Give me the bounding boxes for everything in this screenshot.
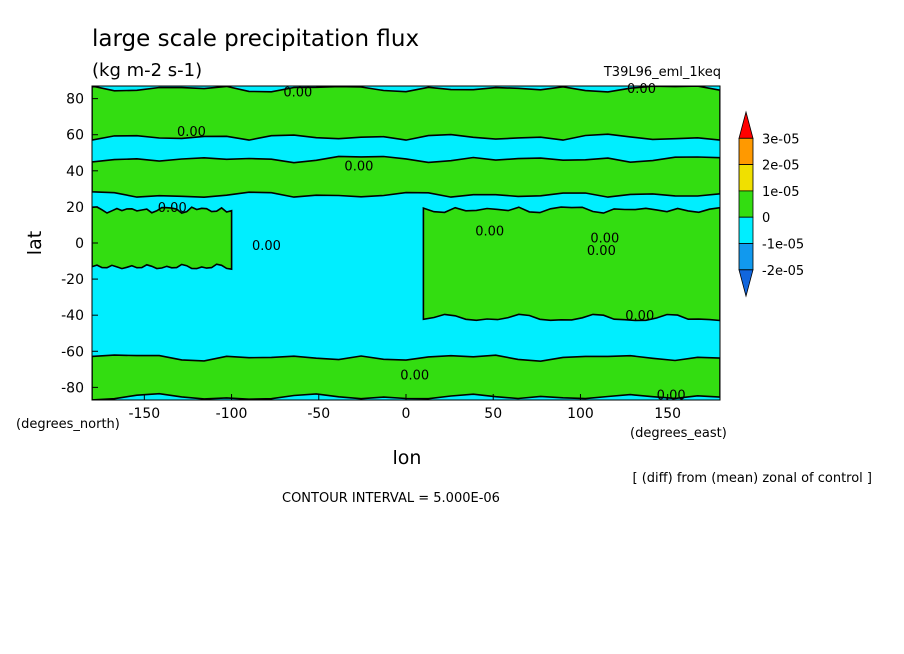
y-tick-label: -80 — [61, 380, 84, 396]
y-axis-ticks: 80 60 40 20 0 -20 -40 -60 -80 — [61, 92, 98, 396]
colorbar-swatch — [738, 164, 754, 192]
contour-label: 0.00 — [252, 239, 281, 254]
x-tick-label: 100 — [567, 406, 594, 422]
x-tick-label: 150 — [654, 406, 681, 422]
y-tick-label: 80 — [66, 92, 84, 108]
x-tick-label: 0 — [402, 406, 411, 422]
contour-label: 0.00 — [627, 82, 656, 97]
y-tick-label: -60 — [61, 344, 84, 360]
contour-interval: CONTOUR INTERVAL = 5.000E-06 — [282, 491, 500, 506]
y-axis-label: lat — [24, 231, 46, 255]
contour-label: 0.00 — [475, 224, 504, 239]
positive-region — [92, 354, 720, 400]
x-axis-label: lon — [393, 447, 422, 469]
colorbar-label: 1e-05 — [762, 185, 800, 200]
diff-note: [ (diff) from (mean) zonal of control ] — [633, 471, 872, 486]
positive-regions — [92, 86, 720, 400]
x-axis-ticks: -150 -100 -50 0 50 100 150 — [128, 394, 681, 422]
contour-label: 0.00 — [587, 244, 616, 259]
colorbar-label: 2e-05 — [762, 159, 800, 174]
y-tick-label: -20 — [61, 272, 84, 288]
colorbar-label: 0 — [762, 211, 770, 226]
positive-region — [92, 86, 720, 141]
y-tick-label: 40 — [66, 164, 84, 180]
y-axis-units: (degrees_north) — [16, 417, 120, 432]
contour-label: 0.00 — [590, 232, 619, 247]
chart-units: (kg m-2 s-1) — [92, 60, 202, 81]
colorbar-swatch — [738, 137, 754, 166]
x-tick-label: -50 — [307, 406, 330, 422]
colorbar-swatch — [738, 190, 754, 218]
positive-region — [92, 206, 233, 271]
x-axis-units: (degrees_east) — [630, 426, 727, 441]
y-tick-label: 60 — [66, 128, 84, 144]
colorbar-swatch — [738, 243, 754, 271]
y-tick-label: -40 — [61, 308, 84, 324]
contour-label: 0.00 — [625, 309, 654, 324]
positive-region — [92, 155, 720, 199]
colorbar-label: -2e-05 — [762, 264, 804, 279]
contour-label: 0.00 — [177, 125, 206, 140]
contour-label: 0.00 — [344, 159, 373, 174]
colorbar-label: 3e-05 — [762, 132, 800, 147]
x-tick-label: -150 — [128, 406, 160, 422]
colorbar: 3e-05 2e-05 1e-05 0 -1e-05 -2e-05 — [738, 110, 804, 298]
contour-label: 0.00 — [657, 389, 686, 404]
contour-label: 0.00 — [158, 201, 187, 216]
y-tick-label: 0 — [75, 236, 84, 252]
x-tick-label: -100 — [216, 406, 248, 422]
colorbar-label: -1e-05 — [762, 238, 804, 253]
contour-label: 0.00 — [283, 85, 312, 100]
positive-region — [422, 206, 720, 322]
colorbar-swatch — [738, 269, 754, 298]
chart-title: large scale precipitation flux — [92, 26, 419, 52]
y-tick-label: 20 — [66, 200, 84, 216]
colorbar-swatch — [738, 216, 754, 244]
x-tick-label: 50 — [484, 406, 502, 422]
experiment-name: T39L96_eml_1keq — [603, 65, 721, 80]
contour-label: 0.00 — [400, 369, 429, 384]
colorbar-swatch — [738, 110, 754, 139]
